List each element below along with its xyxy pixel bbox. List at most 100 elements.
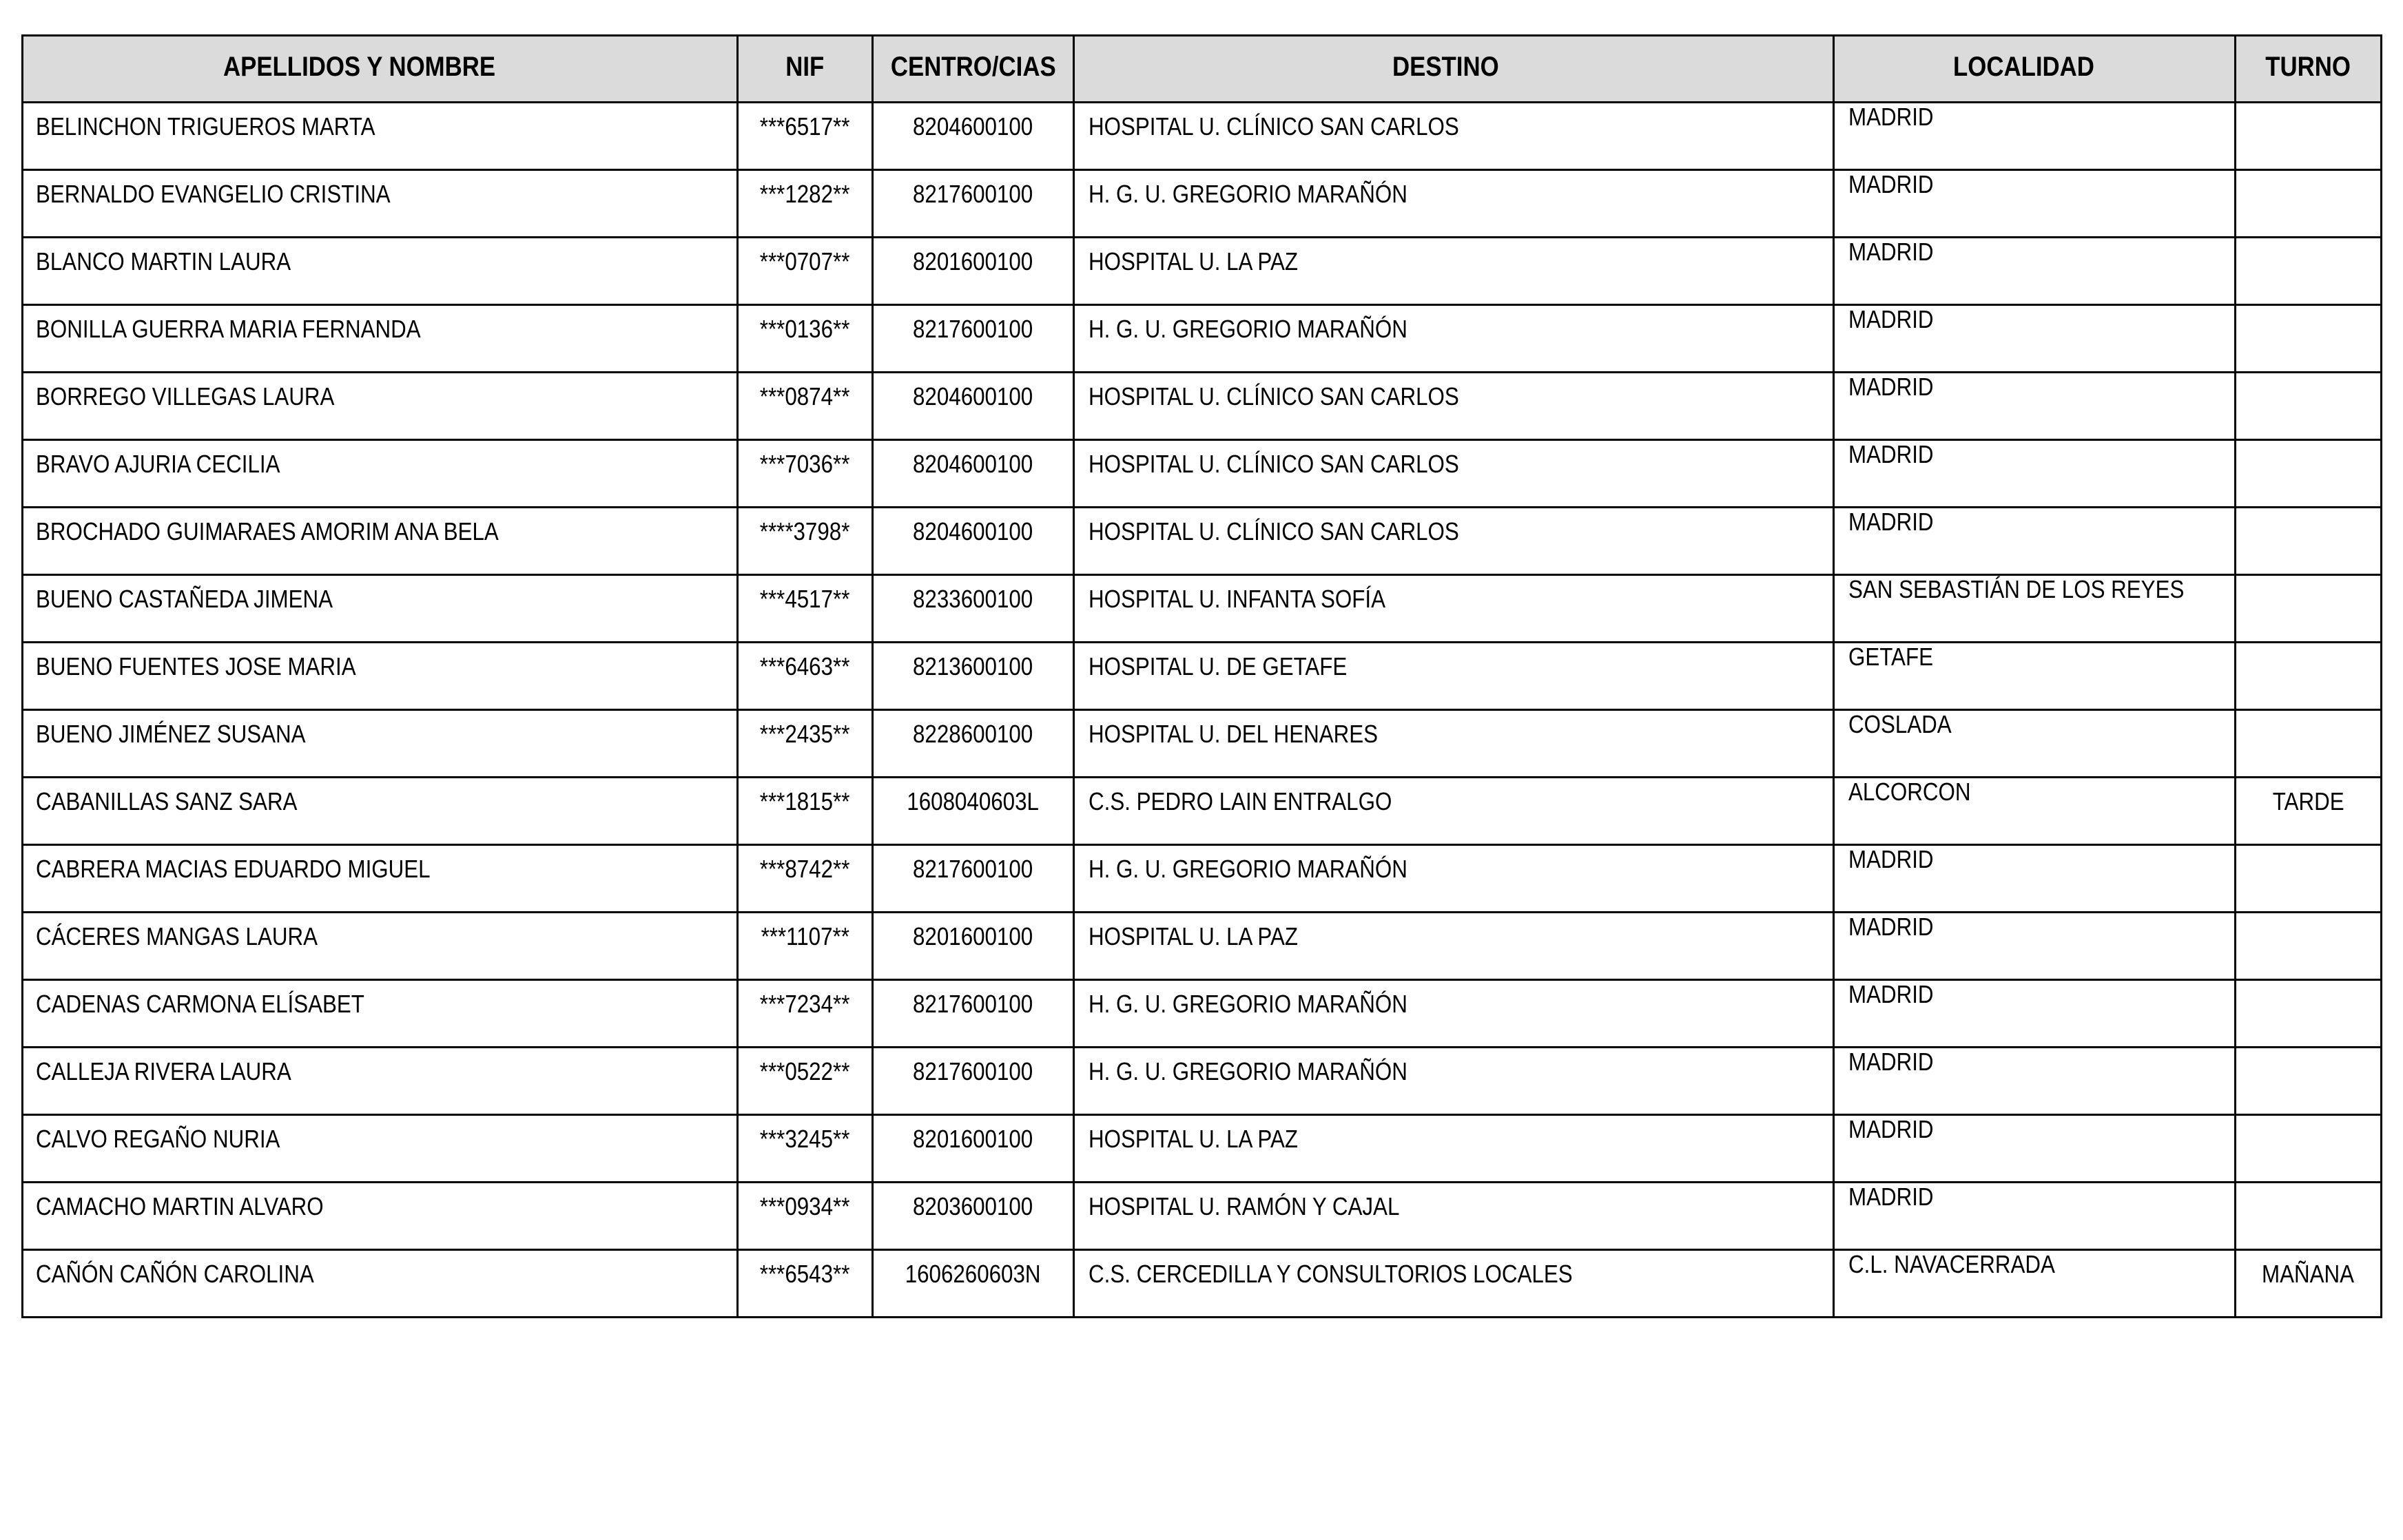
table-row: CABRERA MACIAS EDUARDO MIGUEL ***8742** … [21,844,2382,913]
table-row: CÁCERES MANGAS LAURA ***1107** 820160010… [21,911,2382,981]
cell-nif: ***2435** [736,709,874,778]
cell-destino: HOSPITAL U. LA PAZ [1073,1114,1835,1183]
table-row: BUENO FUENTES JOSE MARIA ***6463** 82136… [21,641,2382,711]
cell-destino: HOSPITAL U. INFANTA SOFÍA [1073,574,1835,643]
cell-centro-cias: 8217600100 [872,169,1075,238]
cell-centro-cias: 1606260603N [872,1249,1075,1318]
cell-apellidos-y-nombre: BROCHADO GUIMARAES AMORIM ANA BELA [21,506,739,576]
cell-nif: ***6517** [736,101,874,171]
table-row: BELINCHON TRIGUEROS MARTA ***6517** 8204… [21,101,2382,171]
cell-turno: TARDE [2234,776,2382,846]
cell-destino: HOSPITAL U. RAMÓN Y CAJAL [1073,1181,1835,1251]
cell-turno: MAÑANA [2234,1249,2382,1318]
cell-destino: HOSPITAL U. CLÍNICO SAN CARLOS [1073,439,1835,508]
cell-turno [2234,979,2382,1048]
cell-destino: HOSPITAL U. CLÍNICO SAN CARLOS [1073,101,1835,171]
table-row: BRAVO AJURIA CECILIA ***7036** 820460010… [21,439,2382,508]
cell-nif: ***6543** [736,1249,874,1318]
cell-localidad: MADRID [1833,979,2236,1048]
cell-localidad: MADRID [1833,1181,2236,1251]
assignment-table: APELLIDOS Y NOMBRE NIF CENTRO/CIAS DESTI… [21,34,2382,1318]
cell-turno [2234,1181,2382,1251]
cell-destino: HOSPITAL U. LA PAZ [1073,911,1835,981]
cell-localidad: GETAFE [1833,641,2236,711]
table-row: BUENO CASTAÑEDA JIMENA ***4517** 8233600… [21,574,2382,643]
table-row: BLANCO MARTIN LAURA ***0707** 8201600100… [21,236,2382,306]
cell-nif: ***0934** [736,1181,874,1251]
cell-destino: H. G. U. GREGORIO MARAÑÓN [1073,169,1835,238]
table-body: BELINCHON TRIGUEROS MARTA ***6517** 8204… [21,101,2382,1318]
cell-apellidos-y-nombre: BELINCHON TRIGUEROS MARTA [21,101,739,171]
cell-destino: HOSPITAL U. CLÍNICO SAN CARLOS [1073,506,1835,576]
cell-turno [2234,101,2382,171]
cell-centro-cias: 8203600100 [872,1181,1075,1251]
cell-nif: ***7036** [736,439,874,508]
header-apellidos-y-nombre: APELLIDOS Y NOMBRE [21,34,739,103]
cell-apellidos-y-nombre: BONILLA GUERRA MARIA FERNANDA [21,304,739,373]
cell-localidad: ALCORCON [1833,776,2236,846]
cell-apellidos-y-nombre: CALVO REGAÑO NURIA [21,1114,739,1183]
table-row: CAÑÓN CAÑÓN CAROLINA ***6543** 160626060… [21,1249,2382,1318]
cell-destino: H. G. U. GREGORIO MARAÑÓN [1073,1046,1835,1116]
cell-centro-cias: 8204600100 [872,506,1075,576]
cell-apellidos-y-nombre: CABANILLAS SANZ SARA [21,776,739,846]
cell-destino: HOSPITAL U. DE GETAFE [1073,641,1835,711]
table-row: BONILLA GUERRA MARIA FERNANDA ***0136** … [21,304,2382,373]
cell-destino: H. G. U. GREGORIO MARAÑÓN [1073,304,1835,373]
cell-destino: HOSPITAL U. DEL HENARES [1073,709,1835,778]
cell-localidad: MADRID [1833,101,2236,171]
cell-nif: ***1107** [736,911,874,981]
cell-centro-cias: 8228600100 [872,709,1075,778]
cell-apellidos-y-nombre: CABRERA MACIAS EDUARDO MIGUEL [21,844,739,913]
header-nif: NIF [736,34,874,103]
cell-localidad: MADRID [1833,506,2236,576]
cell-centro-cias: 8204600100 [872,439,1075,508]
cell-turno [2234,304,2382,373]
cell-apellidos-y-nombre: CAÑÓN CAÑÓN CAROLINA [21,1249,739,1318]
cell-nif: ***6463** [736,641,874,711]
cell-turno [2234,371,2382,441]
cell-centro-cias: 8204600100 [872,101,1075,171]
cell-nif: ****3798* [736,506,874,576]
cell-nif: ***8742** [736,844,874,913]
cell-turno [2234,236,2382,306]
cell-centro-cias: 8213600100 [872,641,1075,711]
cell-apellidos-y-nombre: BERNALDO EVANGELIO CRISTINA [21,169,739,238]
table-row: CALVO REGAÑO NURIA ***3245** 8201600100 … [21,1114,2382,1183]
cell-apellidos-y-nombre: CÁCERES MANGAS LAURA [21,911,739,981]
cell-nif: ***1282** [736,169,874,238]
cell-nif: ***0522** [736,1046,874,1116]
cell-turno [2234,641,2382,711]
cell-turno [2234,439,2382,508]
cell-centro-cias: 8233600100 [872,574,1075,643]
cell-localidad: MADRID [1833,371,2236,441]
cell-centro-cias: 8201600100 [872,1114,1075,1183]
cell-apellidos-y-nombre: BUENO FUENTES JOSE MARIA [21,641,739,711]
table-row: CAMACHO MARTIN ALVARO ***0934** 82036001… [21,1181,2382,1251]
table-row: BUENO JIMÉNEZ SUSANA ***2435** 822860010… [21,709,2382,778]
cell-centro-cias: 1608040603L [872,776,1075,846]
cell-localidad: MADRID [1833,1114,2236,1183]
cell-centro-cias: 8217600100 [872,1046,1075,1116]
header-centro-cias: CENTRO/CIAS [872,34,1075,103]
cell-apellidos-y-nombre: CALLEJA RIVERA LAURA [21,1046,739,1116]
cell-nif: ***0874** [736,371,874,441]
cell-turno [2234,1046,2382,1116]
cell-turno [2234,1114,2382,1183]
cell-apellidos-y-nombre: CADENAS CARMONA ELÍSABET [21,979,739,1048]
table-row: CALLEJA RIVERA LAURA ***0522** 821760010… [21,1046,2382,1116]
cell-nif: ***4517** [736,574,874,643]
cell-localidad: MADRID [1833,911,2236,981]
cell-turno [2234,506,2382,576]
cell-apellidos-y-nombre: BORREGO VILLEGAS LAURA [21,371,739,441]
cell-centro-cias: 8201600100 [872,911,1075,981]
cell-localidad: COSLADA [1833,709,2236,778]
cell-apellidos-y-nombre: CAMACHO MARTIN ALVARO [21,1181,739,1251]
cell-nif: ***1815** [736,776,874,846]
header-turno: TURNO [2234,34,2382,103]
cell-turno [2234,844,2382,913]
cell-destino: HOSPITAL U. LA PAZ [1073,236,1835,306]
cell-nif: ***3245** [736,1114,874,1183]
cell-destino: H. G. U. GREGORIO MARAÑÓN [1073,979,1835,1048]
